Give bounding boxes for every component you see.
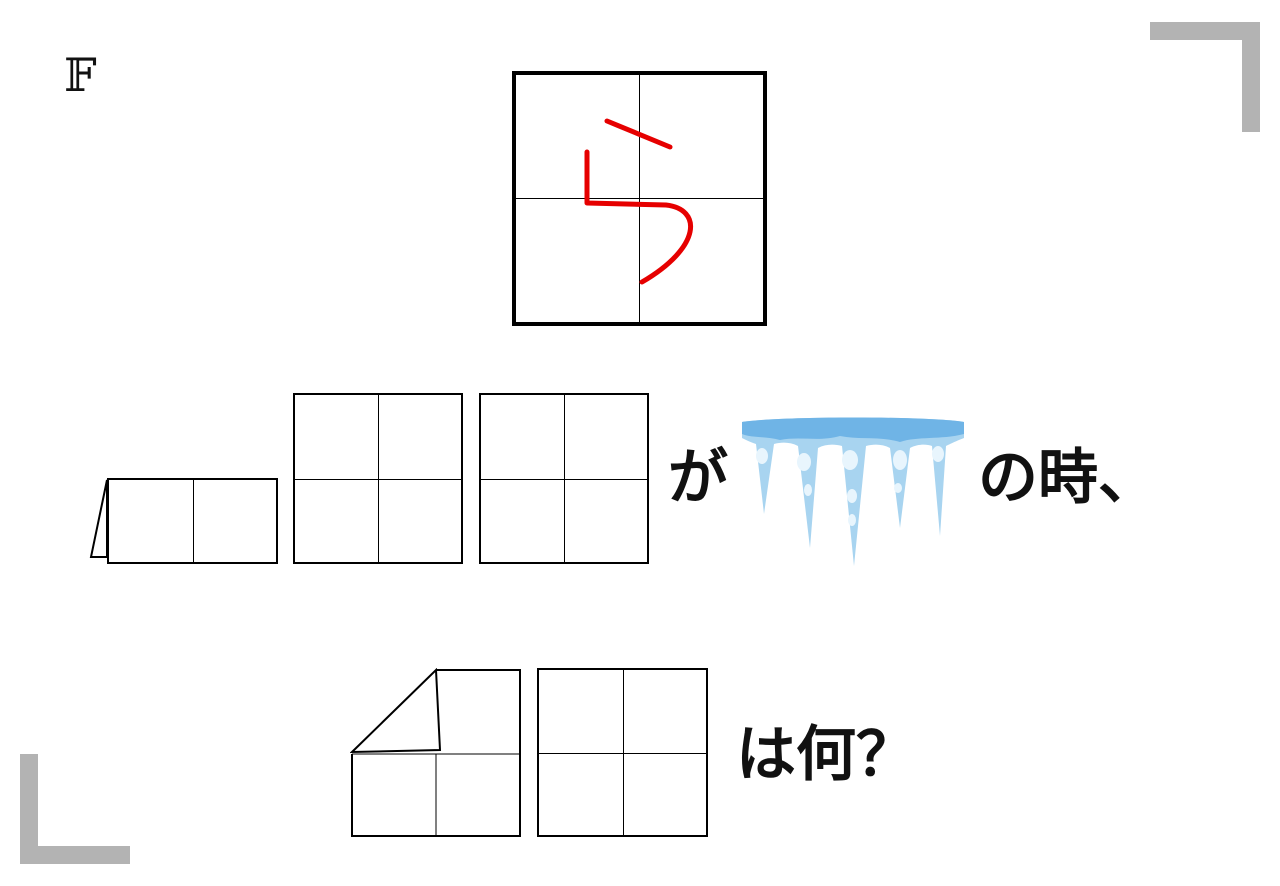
question-text-hanani: は何？ bbox=[736, 720, 916, 790]
answer-box-1 bbox=[293, 393, 463, 564]
half-answer-box bbox=[107, 478, 278, 564]
question-text-nototoki: の時、 bbox=[978, 443, 1158, 513]
hiragana-ra-stroke-icon bbox=[516, 75, 763, 322]
corner-bracket-bottom-left bbox=[20, 754, 130, 864]
answer-box-2 bbox=[479, 393, 649, 564]
answer-box-3 bbox=[537, 668, 708, 837]
corner-bracket-top-right bbox=[1150, 22, 1260, 132]
icicles-icon bbox=[740, 416, 966, 570]
stroke-hint-box bbox=[512, 71, 767, 326]
question-particle-ga: が bbox=[668, 443, 728, 513]
folded-corner-box bbox=[349, 667, 522, 838]
puzzle-label: 𝔽 bbox=[64, 48, 97, 102]
